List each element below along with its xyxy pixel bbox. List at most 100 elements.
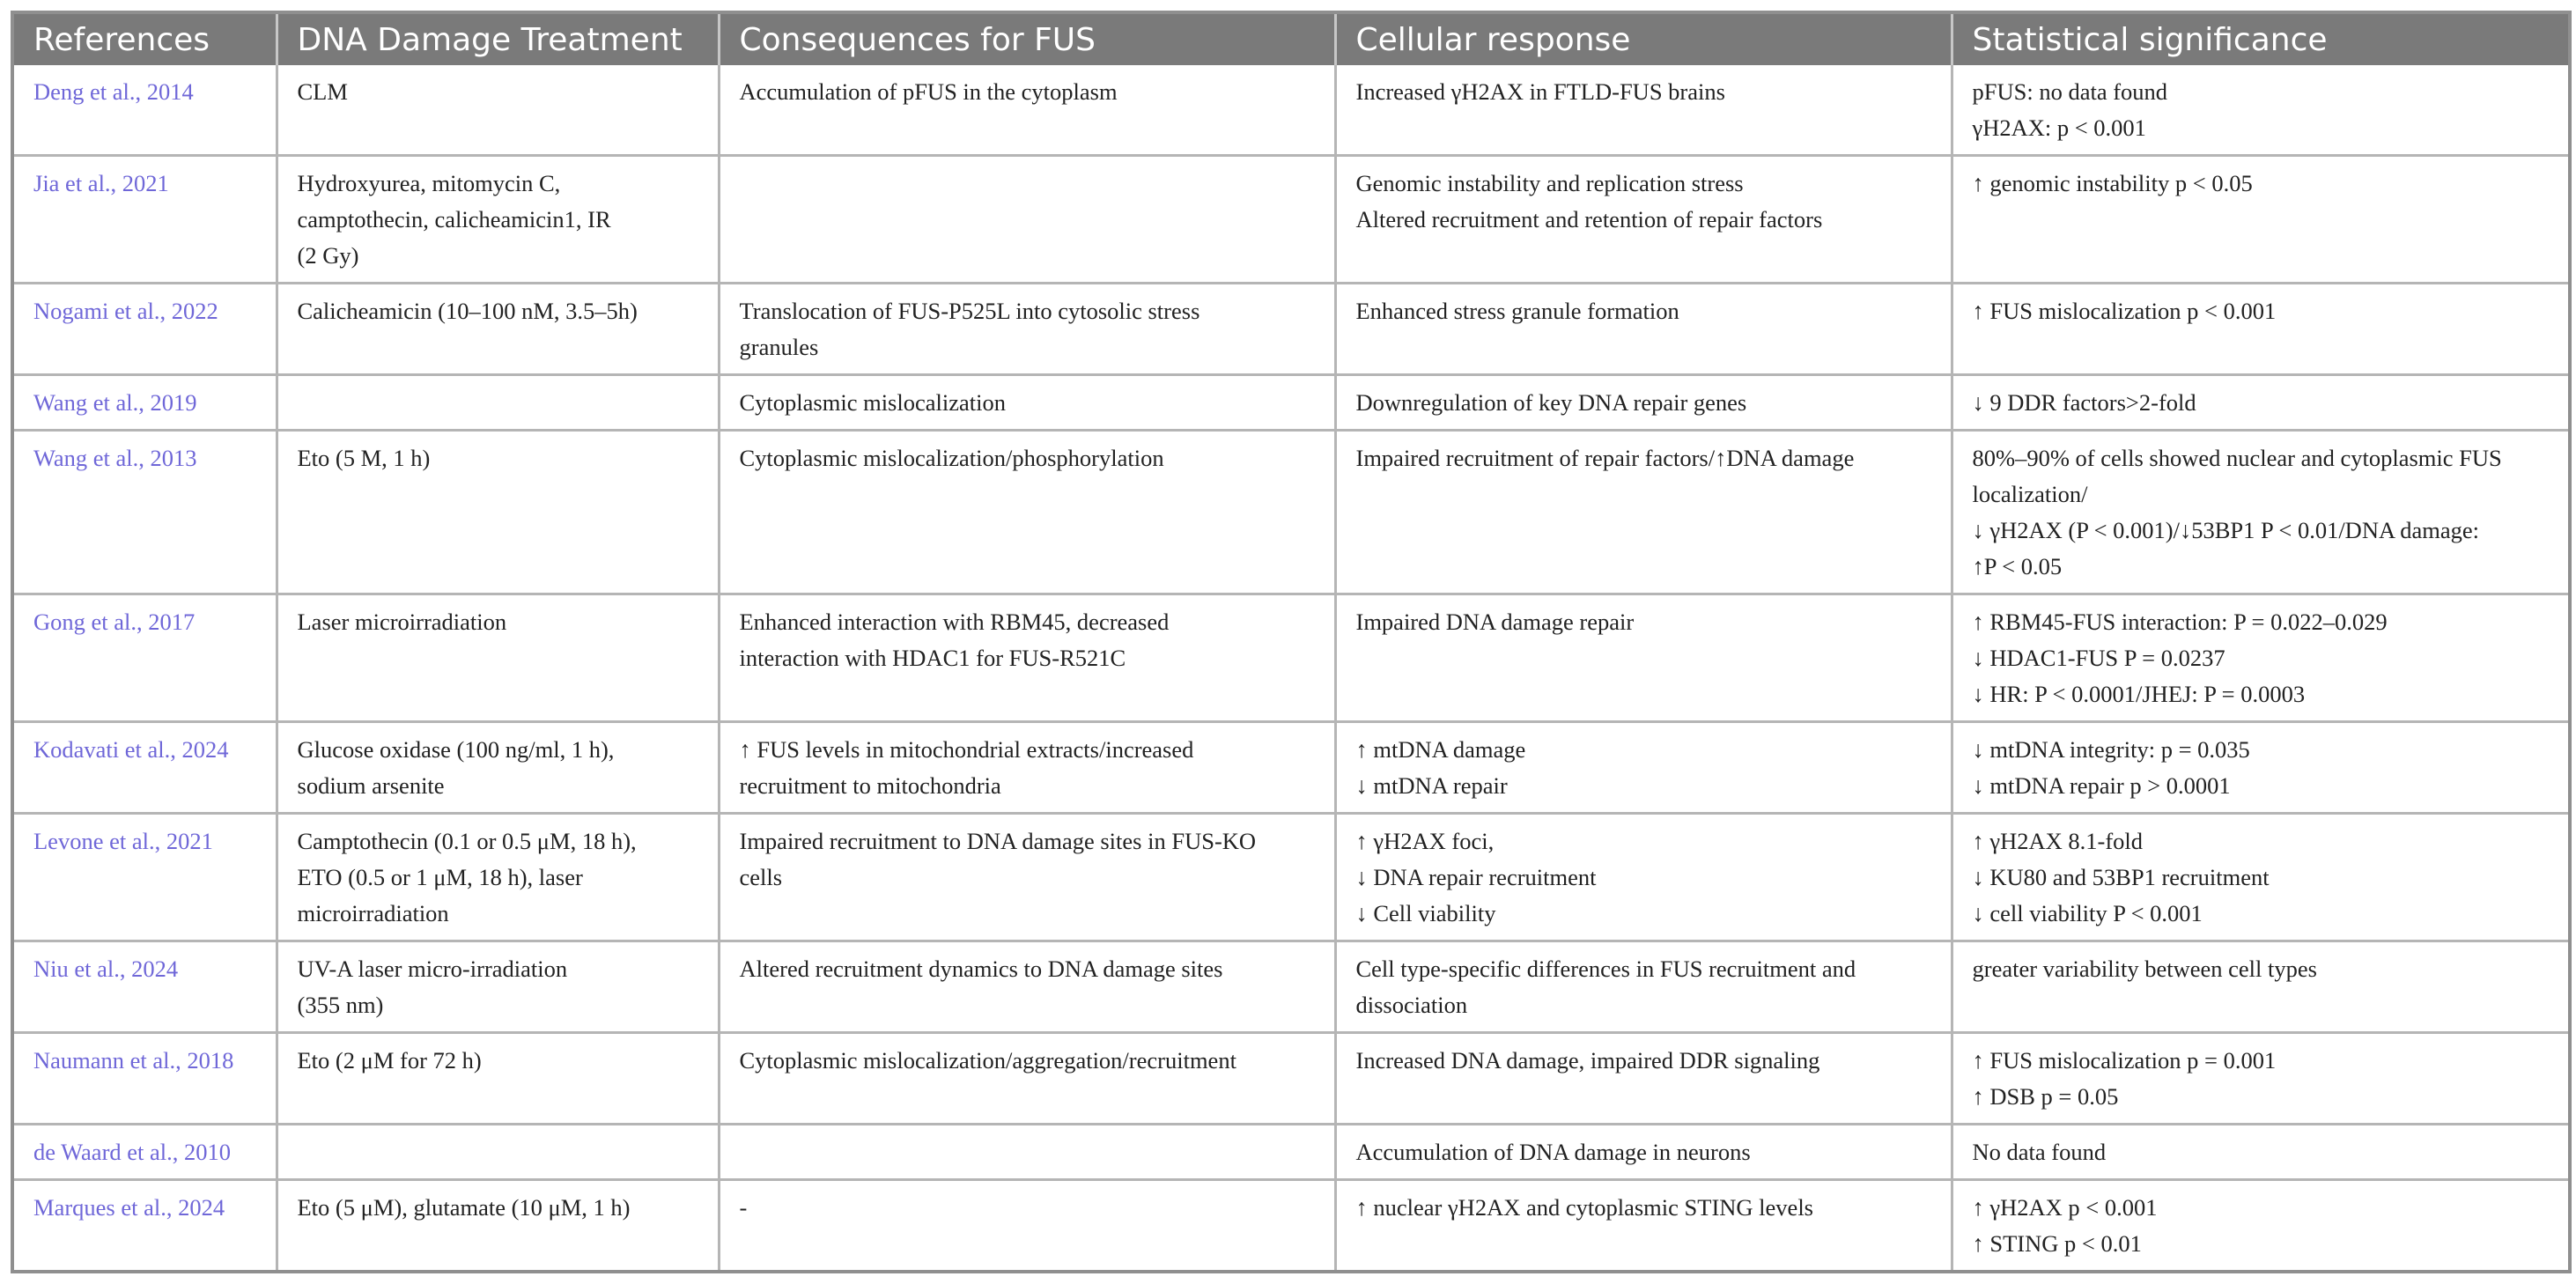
- cell-response-line: Enhanced stress granule formation: [1355, 298, 1679, 324]
- cell-treatment-line: (355 nm): [297, 992, 384, 1018]
- cell-consequences-line: -: [739, 1194, 748, 1221]
- cell-significance-line: ↓ mtDNA integrity: p = 0.035: [1972, 736, 2250, 763]
- cell-consequences-line: Altered recruitment dynamics to DNA dama…: [739, 956, 1223, 982]
- cell-response-line: Genomic instability and replication stre…: [1355, 170, 1744, 196]
- cell-treatment-line: (2 Gy): [297, 242, 359, 269]
- cell-significance-line: ↑ γH2AX 8.1-fold: [1972, 828, 2144, 854]
- fus-dna-damage-table: References DNA Damage Treatment Conseque…: [14, 14, 2568, 1270]
- cell-significance-line: greater variability between cell types: [1972, 956, 2317, 982]
- cell-significance: 80%–90% of cells showed nuclear and cyto…: [1950, 429, 2568, 594]
- data-table-container: References DNA Damage Treatment Conseque…: [11, 11, 2572, 1273]
- cell-significance-line: ↓ KU80 and 53BP1 recruitment: [1972, 864, 2270, 890]
- cell-response-line: ↑ nuclear γH2AX and cytoplasmic STING le…: [1355, 1194, 1814, 1221]
- cell-reference: Levone et al., 2021: [14, 812, 277, 941]
- cell-response: Increased γH2AX in FTLD-FUS brains: [1333, 65, 1952, 156]
- cell-treatment-line: Eto (5 μM), glutamate (10 μM, 1 h): [297, 1194, 631, 1221]
- cell-significance-line: ↓ HR: P < 0.0001/JHEJ: P = 0.0003: [1972, 681, 2306, 707]
- cell-consequences: ↑ FUS levels in mitochondrial extracts/i…: [717, 720, 1335, 814]
- table-row: Levone et al., 2021 Camptothecin (0.1 or …: [14, 812, 2568, 941]
- cell-significance-line: ↑ FUS mislocalization p = 0.001: [1972, 1047, 2277, 1074]
- cell-consequences-line: Enhanced interaction with RBM45, decreas…: [739, 609, 1170, 635]
- cell-reference: de Waard et al., 2010: [14, 1123, 277, 1180]
- cell-consequences-line: Cytoplasmic mislocalization: [739, 389, 1007, 416]
- cell-response-line: ↓ DNA repair recruitment: [1355, 864, 1597, 890]
- cell-reference: Gong et al., 2017: [14, 593, 277, 722]
- cell-treatment: Eto (2 μM for 72 h): [275, 1031, 719, 1125]
- cell-response-line: ↓ mtDNA repair: [1355, 772, 1508, 799]
- cell-consequences-line: interaction with HDAC1 for FUS-R521C: [739, 645, 1126, 671]
- cell-reference: Jia et al., 2021: [14, 154, 277, 284]
- reference-link[interactable]: de Waard et al., 2010: [33, 1139, 232, 1165]
- cell-treatment-line: ETO (0.5 or 1 μM, 18 h), laser: [297, 864, 583, 890]
- cell-significance-line: ↓ cell viability P < 0.001: [1972, 900, 2203, 926]
- cell-significance-line: ↑P < 0.05: [1972, 553, 2063, 579]
- cell-consequences-line: Cytoplasmic mislocalization/aggregation/…: [739, 1047, 1236, 1074]
- cell-response: Genomic instability and replication stre…: [1333, 154, 1952, 284]
- cell-consequences-line: Cytoplasmic mislocalization/phosphorylat…: [739, 445, 1164, 471]
- reference-link[interactable]: Jia et al., 2021: [33, 170, 169, 196]
- table-row: Gong et al., 2017 Laser microirradiation E…: [14, 593, 2568, 722]
- reference-link[interactable]: Marques et al., 2024: [33, 1194, 225, 1221]
- cell-reference: Kodavati et al., 2024: [14, 720, 277, 814]
- header-row: References DNA Damage Treatment Conseque…: [14, 14, 2568, 65]
- cell-response-line: Impaired recruitment of repair factors/↑…: [1355, 445, 1855, 471]
- cell-consequences: [717, 1123, 1335, 1180]
- cell-treatment: Calicheamicin (10–100 nM, 3.5–5h): [275, 282, 719, 375]
- cell-significance-line: ↑ γH2AX p < 0.001: [1972, 1194, 2158, 1221]
- cell-significance-line: ↑ RBM45-FUS interaction: P = 0.022–0.029: [1972, 609, 2388, 635]
- cell-treatment-line: microirradiation: [297, 900, 449, 926]
- reference-link[interactable]: Naumann et al., 2018: [33, 1047, 234, 1074]
- cell-treatment-line: Laser microirradiation: [297, 609, 507, 635]
- reference-link[interactable]: Nogami et al., 2022: [33, 298, 218, 324]
- cell-consequences-line: Accumulation of pFUS in the cytoplasm: [739, 78, 1118, 105]
- cell-response-line: Cell type-specific differences in FUS re…: [1355, 956, 1856, 982]
- cell-treatment: [275, 373, 719, 431]
- cell-treatment: Eto (5 M, 1 h): [275, 429, 719, 594]
- cell-response: Impaired recruitment of repair factors/↑…: [1333, 429, 1952, 594]
- table-row: de Waard et al., 2010 Accumulation of DNA…: [14, 1123, 2568, 1180]
- cell-response: ↑ nuclear γH2AX and cytoplasmic STING le…: [1333, 1178, 1952, 1270]
- cell-significance-line: ↓ HDAC1-FUS P = 0.0237: [1972, 645, 2225, 671]
- cell-significance-line: ↓ mtDNA repair p > 0.0001: [1972, 772, 2231, 799]
- cell-significance-line: pFUS: no data found: [1972, 78, 2168, 105]
- cell-reference: Deng et al., 2014: [14, 65, 277, 156]
- cell-response-line: Accumulation of DNA damage in neurons: [1355, 1139, 1751, 1165]
- cell-response: ↑ γH2AX foci, ↓ DNA repair recruitment ↓ C…: [1333, 812, 1952, 941]
- cell-reference: Naumann et al., 2018: [14, 1031, 277, 1125]
- reference-link[interactable]: Deng et al., 2014: [33, 78, 194, 105]
- cell-response-line: ↓ Cell viability: [1355, 900, 1496, 926]
- table-row: Naumann et al., 2018 Eto (2 μM for 72 h) C…: [14, 1031, 2568, 1125]
- reference-link[interactable]: Kodavati et al., 2024: [33, 736, 229, 763]
- cell-consequences: Translocation of FUS-P525L into cytosoli…: [717, 282, 1335, 375]
- cell-consequences: Impaired recruitment to DNA damage sites…: [717, 812, 1335, 941]
- cell-consequences-line: ↑ FUS levels in mitochondrial extracts/i…: [739, 736, 1194, 763]
- cell-treatment-line: Glucose oxidase (100 ng/ml, 1 h),: [297, 736, 615, 763]
- cell-response-line: Downregulation of key DNA repair genes: [1355, 389, 1747, 416]
- table-row: Wang et al., 2013 Eto (5 M, 1 h) Cytoplasm…: [14, 429, 2568, 594]
- cell-significance: ↑ FUS mislocalization p = 0.001 ↑ DSB p =…: [1950, 1031, 2568, 1125]
- cell-reference: Nogami et al., 2022: [14, 282, 277, 375]
- cell-consequences: Cytoplasmic mislocalization/phosphorylat…: [717, 429, 1335, 594]
- cell-response: Enhanced stress granule formation: [1333, 282, 1952, 375]
- table-row: Deng et al., 2014 CLM Accumulation of pFUS…: [14, 65, 2568, 156]
- reference-link[interactable]: Levone et al., 2021: [33, 828, 213, 854]
- cell-significance-line: localization/: [1972, 481, 2088, 507]
- cell-significance: pFUS: no data found γH2AX: p < 0.001: [1950, 65, 2568, 156]
- cell-response: Cell type-specific differences in FUS re…: [1333, 940, 1952, 1033]
- reference-link[interactable]: Wang et al., 2019: [33, 389, 197, 416]
- reference-link[interactable]: Wang et al., 2013: [33, 445, 197, 471]
- cell-response-line: ↑ γH2AX foci,: [1355, 828, 1495, 854]
- reference-link[interactable]: Gong et al., 2017: [33, 609, 196, 635]
- cell-consequences: Altered recruitment dynamics to DNA dama…: [717, 940, 1335, 1033]
- cell-treatment-line: Calicheamicin (10–100 nM, 3.5–5h): [297, 298, 638, 324]
- cell-response-line: Altered recruitment and retention of rep…: [1355, 206, 1823, 232]
- header-dna-damage-treatment: DNA Damage Treatment: [275, 14, 719, 65]
- cell-significance: ↓ mtDNA integrity: p = 0.035 ↓ mtDNA repa…: [1950, 720, 2568, 814]
- header-statistical-significance: Statistical significance: [1950, 14, 2568, 65]
- cell-treatment-line: CLM: [297, 78, 348, 105]
- cell-treatment: Glucose oxidase (100 ng/ml, 1 h), sodium …: [275, 720, 719, 814]
- cell-consequences: [717, 154, 1335, 284]
- table-header: References DNA Damage Treatment Conseque…: [14, 14, 2568, 65]
- cell-significance-line: ↑ genomic instability p < 0.05: [1972, 170, 2253, 196]
- reference-link[interactable]: Niu et al., 2024: [33, 956, 179, 982]
